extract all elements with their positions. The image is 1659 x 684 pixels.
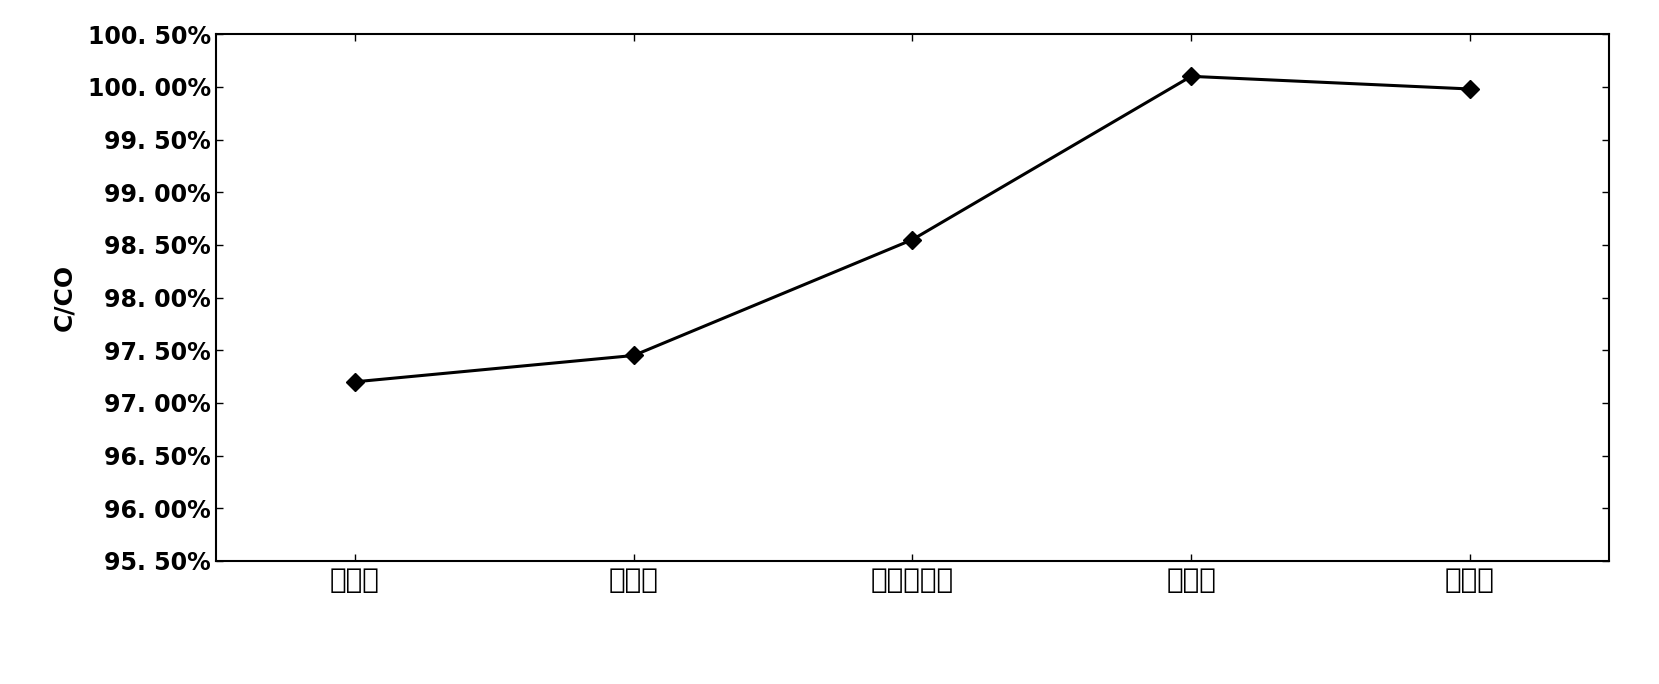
Y-axis label: C/CO: C/CO bbox=[53, 264, 76, 331]
